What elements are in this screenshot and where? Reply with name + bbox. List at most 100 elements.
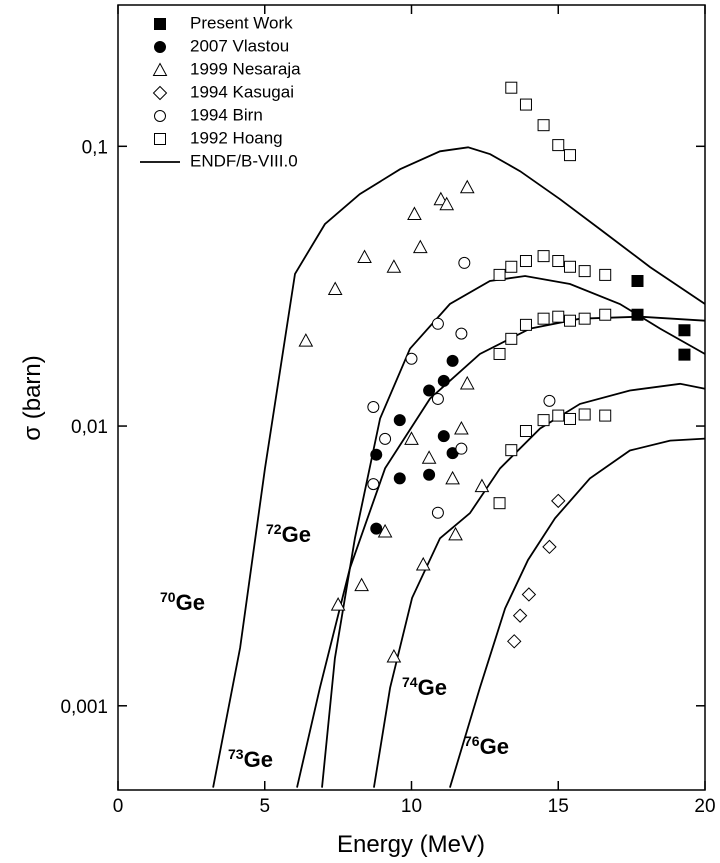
marker xyxy=(678,348,691,361)
marker xyxy=(599,308,612,321)
marker xyxy=(537,312,550,325)
marker xyxy=(393,414,406,427)
marker xyxy=(678,324,691,337)
marker xyxy=(519,255,532,268)
x-tick-label: 10 xyxy=(401,796,422,817)
marker xyxy=(537,414,550,427)
marker xyxy=(439,196,455,211)
marker xyxy=(298,333,314,347)
marker xyxy=(599,409,612,422)
mass-number: 76 xyxy=(464,733,480,749)
marker xyxy=(474,478,490,493)
model-curve xyxy=(212,146,706,788)
x-tick-label: 5 xyxy=(259,796,270,817)
x-tick-label: 15 xyxy=(548,796,569,817)
marker xyxy=(446,354,459,367)
marker xyxy=(386,259,402,273)
y-tick-label: 0,1 xyxy=(82,137,108,158)
marker xyxy=(552,139,565,152)
legend-label: ENDF/B-VIII.0 xyxy=(190,151,298,170)
marker xyxy=(631,308,644,321)
marker xyxy=(327,281,343,295)
marker xyxy=(493,497,506,510)
isotope-label: 72Ge xyxy=(266,521,311,547)
model-curve xyxy=(321,275,706,788)
marker xyxy=(599,268,612,281)
marker xyxy=(404,431,419,445)
isotope-label: 73Ge xyxy=(228,746,273,772)
marker xyxy=(563,149,576,162)
marker xyxy=(437,374,450,387)
marker xyxy=(431,506,444,519)
legend-label: 2007 Vlastou xyxy=(190,36,289,55)
marker xyxy=(563,260,576,273)
legend-label: 1999 Nesaraja xyxy=(190,59,301,78)
isotope-label: 76Ge xyxy=(464,733,509,759)
y-tick-label: 0,001 xyxy=(60,697,108,718)
marker xyxy=(507,634,522,649)
marker xyxy=(551,493,566,509)
marker xyxy=(370,522,383,535)
marker xyxy=(445,470,460,485)
marker xyxy=(519,98,532,111)
marker xyxy=(152,85,168,101)
marker xyxy=(521,587,537,602)
marker xyxy=(543,394,556,407)
model-curve xyxy=(296,315,706,788)
marker xyxy=(563,314,576,327)
isotope-label: 70Ge xyxy=(160,589,205,615)
marker xyxy=(563,412,576,425)
model-curve xyxy=(373,382,706,788)
marker xyxy=(437,430,450,443)
marker xyxy=(552,409,565,422)
marker xyxy=(505,260,518,273)
legend-label: 1992 Hoang xyxy=(190,128,283,147)
mass-number: 73 xyxy=(228,746,244,762)
element-symbol: Ge xyxy=(418,675,447,700)
marker xyxy=(459,179,475,194)
mass-number: 74 xyxy=(402,674,418,690)
marker xyxy=(459,375,475,390)
marker xyxy=(370,448,383,461)
marker xyxy=(415,556,431,571)
marker xyxy=(154,18,166,30)
marker xyxy=(330,597,346,611)
marker xyxy=(454,420,469,435)
element-symbol: Ge xyxy=(480,734,509,759)
element-symbol: Ge xyxy=(176,590,205,615)
marker xyxy=(412,239,428,254)
x-axis-label: Energy (MeV) xyxy=(337,831,485,858)
marker xyxy=(552,255,565,268)
marker xyxy=(386,648,402,663)
model-curve xyxy=(449,437,706,788)
marker xyxy=(631,275,644,288)
marker xyxy=(578,265,591,278)
marker xyxy=(405,352,418,365)
marker xyxy=(367,400,380,413)
marker xyxy=(354,577,369,592)
marker xyxy=(493,268,506,281)
marker xyxy=(367,478,380,491)
y-axis-label: σ (barn) xyxy=(19,355,46,441)
marker xyxy=(431,392,444,405)
y-tick-label: 0,01 xyxy=(71,417,108,438)
x-tick-label: 0 xyxy=(113,796,124,817)
marker xyxy=(407,206,422,220)
marker xyxy=(423,468,436,481)
marker xyxy=(537,119,550,132)
marker xyxy=(377,523,393,538)
marker xyxy=(431,317,444,330)
marker xyxy=(455,442,468,455)
marker xyxy=(505,444,518,457)
marker xyxy=(552,310,565,323)
marker xyxy=(505,332,518,345)
legend-label: 1994 Kasugai xyxy=(190,82,294,101)
marker xyxy=(154,110,166,122)
element-symbol: Ge xyxy=(244,747,273,772)
x-tick-label: 20 xyxy=(694,796,715,817)
marker xyxy=(519,425,532,438)
legend-label: 1994 Birn xyxy=(190,105,263,124)
marker xyxy=(423,384,436,397)
marker xyxy=(421,450,437,464)
